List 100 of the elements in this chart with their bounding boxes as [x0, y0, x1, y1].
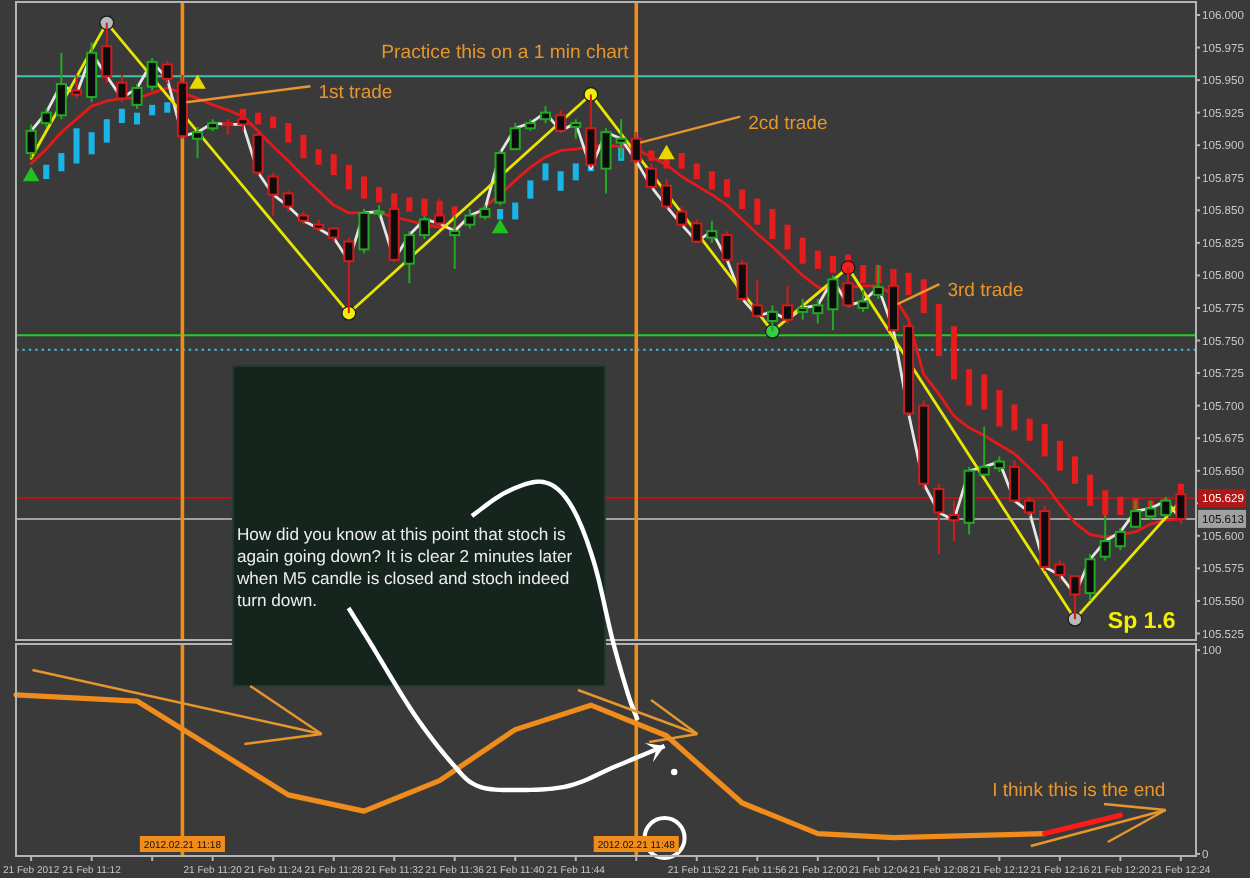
candlestick	[782, 284, 794, 325]
candlestick	[1114, 527, 1126, 552]
bar	[950, 326, 957, 380]
bar	[315, 149, 322, 165]
bar	[376, 186, 383, 203]
candlestick	[706, 219, 718, 244]
bar	[73, 128, 80, 164]
bar	[905, 272, 912, 295]
point	[765, 324, 780, 339]
candlestick	[827, 274, 839, 332]
candlestick	[116, 73, 128, 104]
bar	[799, 237, 806, 264]
point	[1067, 611, 1083, 627]
candlestick	[660, 178, 673, 211]
bar	[421, 198, 428, 216]
bar	[512, 202, 519, 220]
bar	[149, 104, 156, 116]
candlestick	[797, 297, 809, 321]
candlestick	[70, 73, 83, 100]
candlestick	[736, 258, 748, 303]
bar	[118, 108, 125, 124]
candlestick	[812, 297, 824, 325]
bar	[754, 198, 761, 225]
candlestick	[600, 127, 612, 195]
annotation: I think this is the end	[992, 780, 1166, 802]
candlestick	[252, 129, 264, 177]
point	[99, 15, 115, 31]
bar	[724, 179, 731, 198]
point	[840, 260, 856, 276]
candlestick	[1008, 459, 1020, 503]
candlestick	[857, 288, 869, 313]
annotation: Sp 1.6	[1107, 610, 1176, 634]
point	[189, 74, 206, 89]
bar	[920, 279, 927, 314]
candlestick	[751, 278, 763, 319]
annotation: 1st trade	[318, 82, 393, 105]
bar	[829, 255, 836, 273]
candlestick	[192, 126, 204, 160]
candlestick	[721, 230, 733, 263]
bar	[255, 112, 262, 125]
bar	[1117, 496, 1124, 515]
candlestick	[630, 131, 642, 165]
bar	[1056, 440, 1063, 471]
candlestick	[676, 205, 688, 229]
candlestick	[55, 51, 67, 121]
candlestick	[403, 230, 415, 285]
bar	[270, 116, 277, 129]
bar	[134, 112, 141, 125]
candlestick	[978, 425, 990, 477]
point	[22, 166, 40, 182]
bar	[739, 189, 746, 210]
candlestick	[1099, 514, 1111, 562]
candlestick	[933, 482, 945, 556]
bar	[58, 153, 65, 172]
bar	[1102, 490, 1109, 515]
bar	[497, 209, 504, 220]
bar	[1026, 418, 1033, 441]
candlestick	[282, 189, 294, 213]
candlestick	[509, 122, 521, 152]
bar	[693, 163, 700, 180]
candlestick	[645, 162, 657, 191]
bar	[406, 197, 413, 212]
candlestick	[237, 111, 249, 132]
annotation: 2cd trade	[748, 112, 828, 135]
candlestick	[691, 218, 703, 244]
candlestick	[1084, 553, 1096, 602]
candlestick	[25, 123, 37, 160]
annotation: How did you know at this point that stoch is again going down? It is clear 2 minutes later when M5 candle is closed and stoch indeed turn down.	[234, 524, 573, 610]
candlestick	[267, 171, 279, 217]
bar	[527, 180, 534, 199]
bar	[784, 224, 791, 250]
bar	[1011, 404, 1018, 431]
candlestick	[1054, 559, 1066, 583]
bar	[1071, 456, 1078, 484]
annotation: Practice this on a 1 min chart	[381, 42, 630, 64]
bar	[981, 374, 988, 410]
bar	[678, 153, 685, 169]
bar	[1087, 474, 1094, 506]
bar	[542, 163, 549, 181]
candlestick	[464, 208, 476, 230]
bar	[360, 176, 367, 199]
candlestick	[40, 107, 52, 128]
candlestick	[161, 59, 173, 86]
point	[583, 87, 599, 102]
bar	[557, 171, 564, 191]
candlestick	[570, 118, 582, 140]
bar	[103, 119, 110, 143]
point	[341, 305, 357, 321]
bar	[708, 171, 715, 190]
point	[658, 144, 675, 160]
bar	[345, 164, 352, 190]
candlestick	[1024, 495, 1036, 518]
bar	[43, 164, 50, 180]
point	[491, 218, 509, 234]
bar	[966, 369, 973, 406]
bar	[814, 250, 821, 269]
bar	[1041, 423, 1048, 457]
bar	[88, 132, 95, 155]
bar	[572, 163, 579, 181]
bar	[164, 102, 171, 113]
